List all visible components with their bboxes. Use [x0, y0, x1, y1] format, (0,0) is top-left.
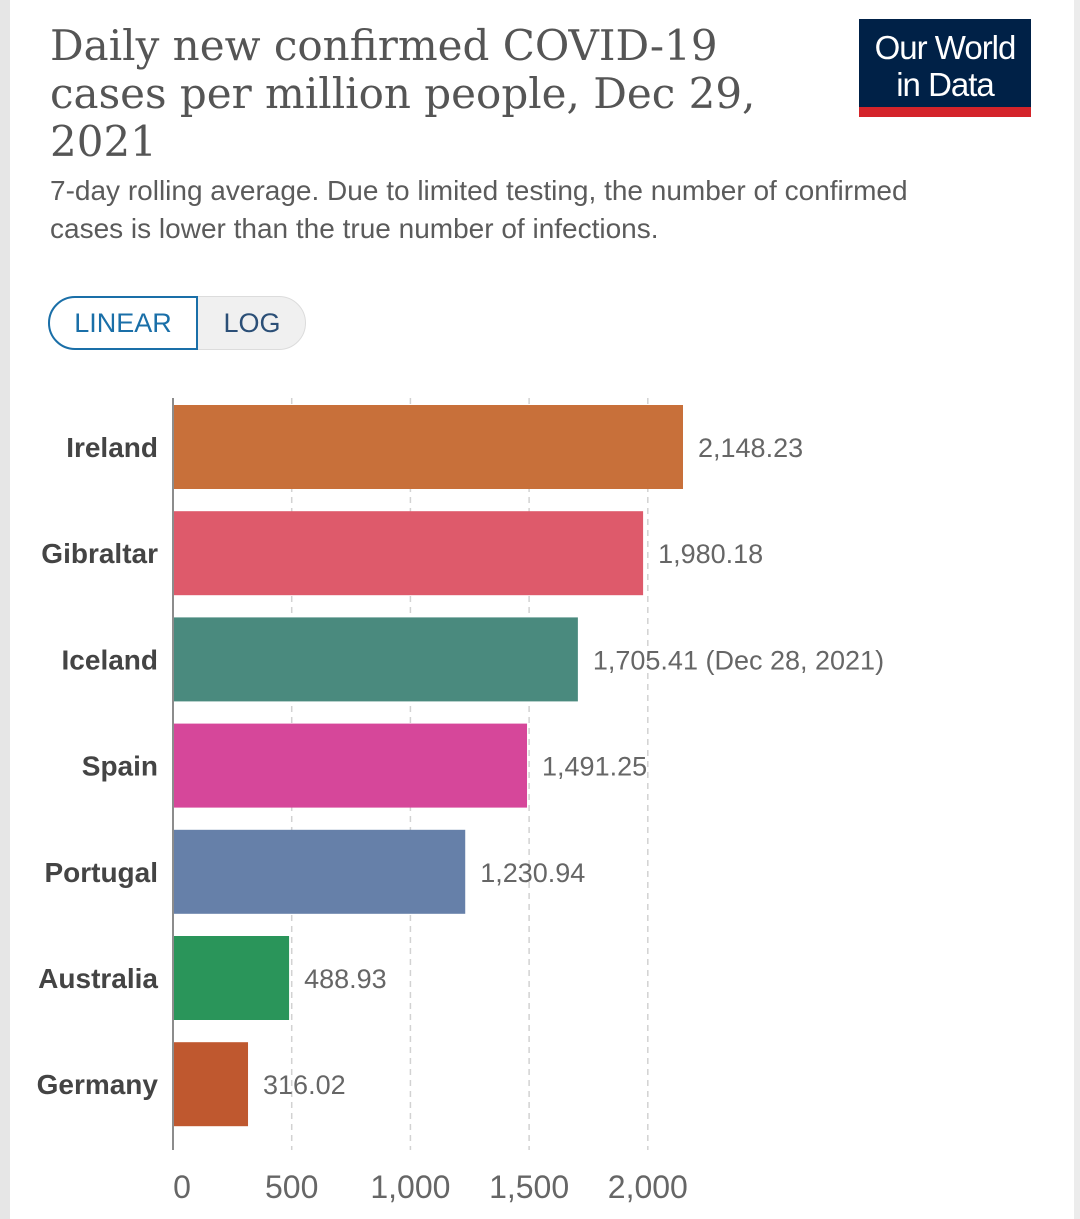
bar-spain[interactable]: [173, 723, 528, 808]
value-label-gibraltar: 1,980.18: [658, 539, 763, 569]
bar-australia[interactable]: [173, 936, 290, 1020]
owid-logo[interactable]: Our World in Data: [859, 19, 1031, 117]
value-label-spain: 1,491.25: [542, 752, 647, 782]
value-label-ireland: 2,148.23: [698, 433, 803, 463]
linear-scale-button[interactable]: LINEAR: [48, 296, 198, 350]
x-tick-label-0: 0: [173, 1169, 191, 1205]
logo-line-1: Our World: [874, 29, 1017, 66]
x-tick-label-1: 500: [265, 1169, 318, 1205]
right-frame-edge: [1074, 0, 1080, 1219]
x-axis-ticks: 0 500 1,000 1,500 2,000: [173, 1169, 688, 1205]
x-tick-label-4: 2,000: [608, 1169, 688, 1205]
chart-subtitle: 7-day rolling average. Due to limited te…: [50, 175, 908, 244]
chart-title: Daily new confirmed COVID-19 cases per m…: [50, 21, 756, 166]
value-label-germany: 316.02: [263, 1070, 346, 1100]
bar-germany[interactable]: [173, 1042, 249, 1127]
value-label-iceland: 1,705.41 (Dec 28, 2021): [593, 645, 884, 675]
bar-portugal[interactable]: [173, 829, 466, 914]
bar-gibraltar[interactable]: [173, 511, 644, 596]
value-label-australia: 488.93: [304, 964, 387, 994]
logo-line-2: in Data: [896, 66, 995, 103]
x-tick-label-2: 1,000: [370, 1169, 450, 1205]
log-scale-button[interactable]: LOG: [223, 308, 281, 338]
category-label-iceland: Iceland: [62, 644, 158, 675]
category-label-portugal: Portugal: [44, 857, 158, 888]
category-label-ireland: Ireland: [66, 432, 158, 463]
x-tick-label-3: 1,500: [489, 1169, 569, 1205]
bar-ireland[interactable]: [173, 405, 683, 489]
logo-accent-bar: [859, 107, 1031, 117]
value-label-portugal: 1,230.94: [480, 858, 585, 888]
category-label-australia: Australia: [38, 963, 158, 994]
category-label-gibraltar: Gibraltar: [41, 538, 158, 569]
category-label-germany: Germany: [37, 1069, 159, 1100]
scale-toggle: LINEAR LOG: [48, 296, 306, 350]
category-label-spain: Spain: [82, 751, 158, 782]
chart-bars: Ireland 2,148.23 Gibraltar 1,980.18 Iceland 1…: [37, 405, 884, 1127]
bar-iceland[interactable]: [173, 617, 578, 702]
left-frame-edge: [0, 0, 10, 1219]
